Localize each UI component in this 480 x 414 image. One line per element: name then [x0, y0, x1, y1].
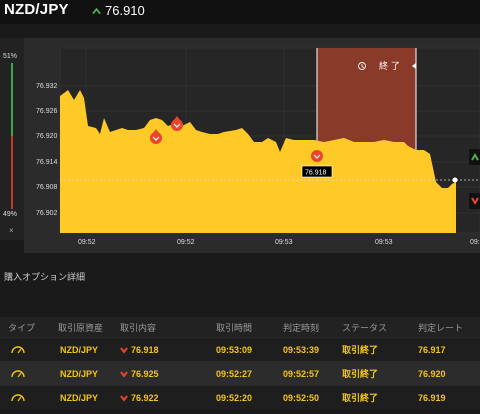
x-tick: 09:: [470, 239, 480, 246]
x-tick: 09:52: [177, 239, 195, 246]
trade-marker-icon: [171, 116, 183, 131]
trade-marker-icon: [150, 129, 162, 144]
table-header: タイプ 取引原資産 取引内容 取引時間 判定時刻 ステータス 判定レート: [0, 317, 480, 337]
row-content: 76.922: [120, 393, 198, 403]
trade-history-table: タイプ 取引原資産 取引内容 取引時間 判定時刻 ステータス 判定レート NZD…: [0, 317, 480, 409]
buy-down-button[interactable]: [469, 193, 480, 209]
down-arrow-icon: [120, 371, 128, 378]
row-asset: NZD/JPY: [60, 368, 99, 379]
y-tick: 76.914: [36, 159, 58, 166]
type-gauge-icon: [0, 344, 40, 356]
type-gauge-icon: [0, 368, 40, 380]
price-chart: 76.932 76.926 76.920 76.914 76.908 76.90…: [24, 38, 480, 253]
gauge-high-bar: [11, 63, 13, 136]
row-time: 09:52:27: [216, 368, 253, 379]
table-row[interactable]: NZD/JPY 76.922 09:52:20 09:52:50 取引終了 76…: [0, 385, 480, 409]
column-header: 取引内容: [120, 322, 157, 333]
current-price-value: 76.910: [105, 3, 145, 18]
y-tick: 76.920: [36, 133, 58, 140]
column-header: 取引原資産: [58, 322, 104, 333]
current-price: 76.910: [92, 3, 145, 18]
gauge-bottom-percent: 49%: [3, 211, 18, 218]
column-header: 判定レート: [418, 322, 464, 333]
end-label: 終 了: [379, 60, 400, 72]
row-judge-time: 09:52:57: [283, 368, 320, 379]
row-rate: 76.919: [418, 392, 446, 403]
y-tick: 76.908: [36, 184, 58, 191]
price-area: [60, 90, 456, 233]
row-asset: NZD/JPY: [60, 344, 99, 355]
header-bar: NZD/JPY 76.910: [0, 0, 480, 24]
row-content: 76.918: [120, 345, 198, 355]
row-asset: NZD/JPY: [60, 392, 99, 403]
column-header: 判定時刻: [283, 322, 320, 333]
expiry-indicator: 終 了: [358, 60, 416, 72]
y-tick: 76.926: [36, 108, 58, 115]
purchase-details-title: 購入オプション詳細: [4, 272, 86, 282]
row-content-value: 76.922: [131, 392, 159, 403]
column-header: タイプ: [8, 322, 36, 333]
x-tick: 09:53: [275, 239, 293, 246]
row-content-value: 76.918: [131, 344, 159, 355]
sentiment-gauge: 51% 49% ×: [0, 38, 24, 240]
gauge-close-button[interactable]: ×: [9, 226, 14, 235]
table-row[interactable]: NZD/JPY 76.925 09:52:27 09:52:57 取引終了 76…: [0, 361, 480, 385]
row-status: 取引終了: [342, 345, 379, 355]
row-rate: 76.920: [418, 368, 446, 379]
row-judge-time: 09:53:39: [283, 344, 320, 355]
x-tick: 09:52: [78, 239, 96, 246]
x-tick: 09:53: [375, 239, 393, 246]
trade-marker-icon: [311, 150, 323, 162]
row-status: 取引終了: [342, 369, 379, 379]
row-content-value: 76.925: [131, 368, 159, 379]
down-arrow-icon: [120, 395, 128, 402]
gauge-low-bar: [11, 136, 13, 209]
marker-price-label: 76.918: [305, 170, 327, 177]
buy-up-button[interactable]: [469, 149, 480, 165]
y-tick: 76.902: [36, 210, 58, 217]
y-tick: 76.932: [36, 83, 58, 90]
current-price-dot: [452, 177, 458, 183]
gauge-top-percent: 51%: [3, 53, 18, 60]
type-gauge-icon: [0, 392, 40, 404]
column-header: ステータス: [342, 322, 388, 333]
down-arrow-icon: [120, 347, 128, 354]
currency-pair-title: NZD/JPY: [4, 1, 69, 18]
price-up-icon: [92, 7, 101, 14]
row-content: 76.925: [120, 369, 198, 379]
table-row[interactable]: NZD/JPY 76.918 09:53:09 09:53:39 取引終了 76…: [0, 337, 480, 361]
row-judge-time: 09:52:50: [283, 392, 320, 403]
row-time: 09:53:09: [216, 344, 253, 355]
row-status: 取引終了: [342, 393, 379, 403]
row-rate: 76.917: [418, 344, 446, 355]
row-time: 09:52:20: [216, 392, 253, 403]
column-header: 取引時間: [216, 322, 253, 333]
